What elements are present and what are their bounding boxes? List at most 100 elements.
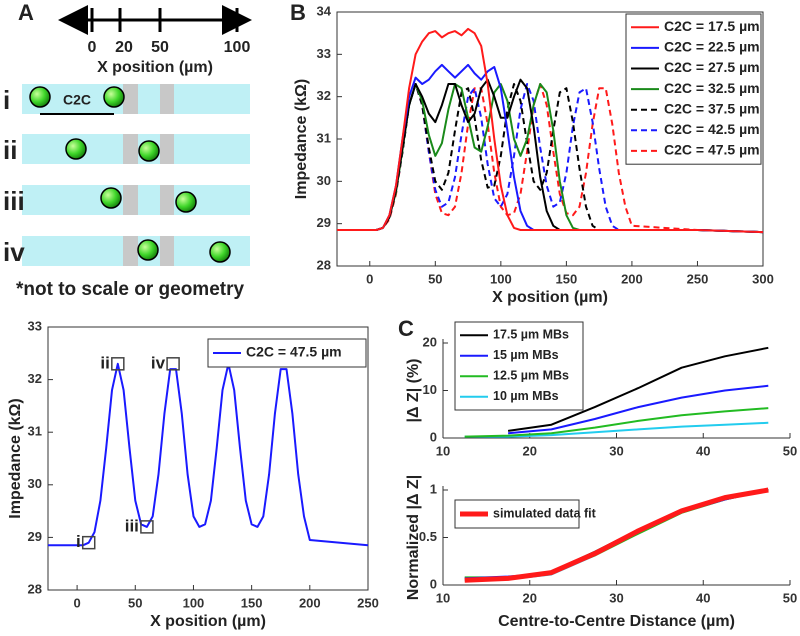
microbeads [29,86,231,263]
y-tick-label: 30 [28,476,42,491]
x-tick-label: 40 [696,590,710,605]
y-tick-label: 1 [430,481,437,496]
row-label: i [3,85,10,115]
x-tick-label: 0 [366,271,373,286]
x-tick-label: 300 [752,271,774,286]
chart: 0 50 100 150 200 250 28 29 30 31 32 33 X position (µ… [7,318,379,630]
x-tick-label: 50 [128,595,142,610]
y-tick-label: 0.5 [419,529,437,544]
series-line [337,27,764,234]
legend-label: simulated data fit [493,506,597,520]
legend-label: 10 µm MBs [493,389,559,403]
axis-tick-label: 20 [115,39,133,56]
y-axis-label: Normalized |Δ Z| [405,475,422,600]
electrodes [123,84,174,266]
legend-label: C2C = 27.5 µm [664,59,760,75]
y-tick-label: 28 [28,581,42,596]
y-tick-label: 31 [317,130,331,145]
panel-label: C [398,316,414,341]
y-tick-label: 10 [423,382,437,397]
x-tick-label: 200 [621,271,643,286]
annotation-label: iii [125,516,139,535]
x-tick-label: 10 [436,443,450,458]
row-label: iii [3,186,25,216]
annotation-box [166,357,180,371]
series-line [464,421,769,438]
series-line [508,384,769,435]
x-tick-label: 20 [523,443,537,458]
annotation-label: i [76,532,81,551]
legend-label: C2C = 37.5 µm [664,100,760,116]
y-tick-label: 20 [423,334,437,349]
legend-label: C2C = 22.5 µm [664,39,760,55]
series-line [464,407,769,438]
x-tick-label: 50 [783,443,797,458]
chart: 0 50 100 150 200 250 300 28 29 30 31 32 33 34 X positi… [293,3,774,306]
y-tick-label: 0 [430,576,437,591]
legend-box [454,321,584,411]
y-tick-label: 30 [317,173,331,188]
y-axis-label: Impedance (kΩ) [7,398,24,518]
y-axis-label: Impedance (kΩ) [293,79,310,199]
chart: 10 20 30 40 50 0 0.5 1 Centre-to-Centre Distance… [405,475,797,630]
legend-label: C2C = 17.5 µm [664,18,760,34]
legend-label: C2C = 42.5 µm [664,121,760,137]
annotation-box [140,520,154,534]
axis-tick-label: 0 [88,39,97,56]
x-tick-label: 30 [609,443,623,458]
x-tick-label: 100 [183,595,205,610]
axis-label: X position (µm) [97,59,213,76]
row-label: ii [3,135,17,165]
x-tick-label: 10 [436,590,450,605]
legend-label: C2C = 32.5 µm [664,80,760,96]
y-tick-label: 33 [28,318,42,333]
y-tick-label: 28 [317,257,331,272]
y-tick-label: 32 [28,371,42,386]
y-tick-label: 0 [430,429,437,444]
x-axis-label: X position (µm) [492,289,608,306]
y-tick-label: 29 [317,215,331,230]
x-tick-label: 30 [609,590,623,605]
diagram: 0 20 50 100 X position (µm) C2C i ii iii… [3,5,252,300]
legend-label: 17.5 µm MBs [493,328,569,342]
y-tick-label: 34 [317,3,332,18]
y-axis-label: |Δ Z| (%) [405,359,422,423]
axes-box [47,326,369,591]
x-tick-label: 100 [490,271,512,286]
x-tick-label: 150 [556,271,578,286]
annotation-label: ii [100,353,109,372]
x-tick-label: 150 [241,595,263,610]
y-tick-label: 32 [317,88,331,103]
x-tick-label: 250 [357,595,379,610]
x-tick-label: 20 [523,590,537,605]
row-label: iv [3,237,25,267]
series-line [48,362,369,547]
x-tick-label: 0 [73,595,80,610]
panel-label: A [18,0,34,25]
y-tick-label: 31 [28,424,42,439]
annotation-box [81,535,96,550]
x-tick-label: 40 [696,443,710,458]
legend-label: C2C = 47.5 µm [664,142,760,158]
legend-label: 15 µm MBs [493,348,559,362]
annotation-box [111,357,125,371]
panel-label: B [290,0,306,25]
y-tick-label: 29 [28,529,42,544]
x-axis-label: X position (µm) [150,613,266,630]
c2c-label: C2C [63,92,91,108]
x-tick-label: 50 [428,271,442,286]
series-line [464,487,769,583]
axis-tick-label: 50 [151,39,169,56]
x-tick-label: 200 [299,595,321,610]
legend-label: 12.5 µm MBs [493,369,569,383]
annotation-label: iv [151,353,166,372]
footnote: *not to scale or geometry [16,279,244,300]
x-tick-label: 250 [687,271,709,286]
y-tick-label: 33 [317,46,331,61]
x-tick-label: 50 [783,590,797,605]
x-axis-label: Centre-to-Centre Distance (µm) [498,613,735,630]
legend-label: C2C = 47.5 µm [246,344,342,360]
series-line [507,346,769,432]
